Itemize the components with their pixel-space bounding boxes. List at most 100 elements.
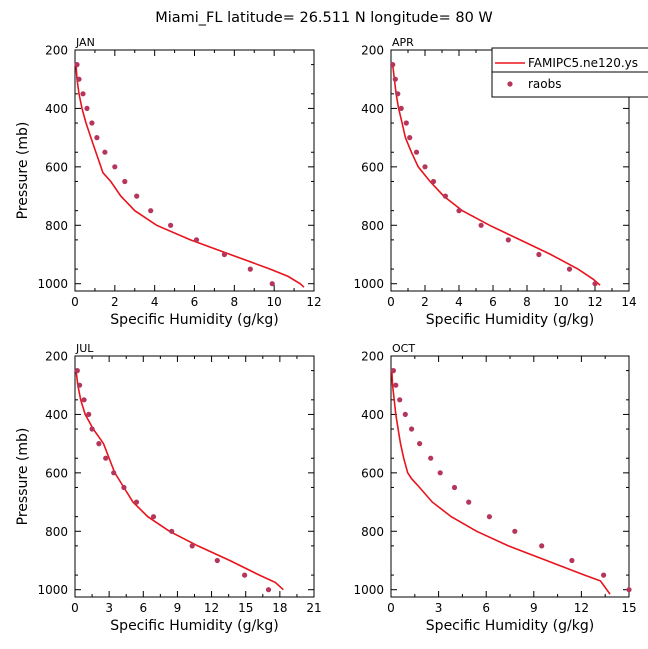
raobs-point (390, 62, 396, 68)
x-tick-label: 21 (306, 601, 321, 615)
figure-title: Miami_FL latitude= 26.511 N longitude= 8… (155, 10, 493, 26)
raobs-point (111, 470, 117, 476)
raobs-point (392, 76, 398, 82)
x-tick-label: 10 (267, 295, 282, 309)
raobs-point (505, 237, 511, 243)
y-tick-label: 600 (361, 466, 384, 480)
model-series-line (391, 370, 611, 595)
x-tick-label: 8 (523, 295, 531, 309)
x-tick-label: 0 (387, 601, 395, 615)
raobs-point (112, 164, 118, 170)
raobs-point (89, 120, 95, 126)
raobs-point (466, 499, 472, 505)
x-tick-label: 12 (587, 295, 602, 309)
x-tick-label: 18 (272, 601, 287, 615)
y-tick-label: 200 (361, 44, 384, 58)
x-tick-label: 15 (238, 601, 253, 615)
model-series-line (75, 370, 284, 591)
panel-label: OCT (392, 342, 415, 355)
x-tick-label: 4 (151, 295, 159, 309)
raobs-point (148, 208, 154, 214)
raobs-point (486, 514, 492, 520)
panel-label: JUL (75, 342, 94, 355)
raobs-point (413, 149, 420, 155)
raobs-point (422, 164, 428, 170)
raobs-point (626, 587, 632, 593)
legend-entry-raobs: raobs (528, 77, 562, 91)
raobs-point (409, 426, 415, 432)
y-axis-label: Pressure (mb) (15, 122, 31, 220)
y-tick-label: 400 (45, 408, 68, 422)
raobs-point (395, 91, 401, 97)
y-tick-label: 1000 (37, 583, 68, 597)
raobs-point (214, 557, 220, 564)
y-tick-label: 1000 (353, 583, 384, 597)
plot-frame (390, 355, 630, 598)
raobs-point (134, 193, 140, 199)
y-tick-label: 800 (45, 219, 68, 233)
raobs-point (133, 499, 140, 505)
x-axis-label: Specific Humidity (g/kg) (426, 618, 594, 634)
raobs-point (76, 76, 82, 82)
raobs-point (428, 455, 434, 461)
y-tick-label: 200 (45, 44, 68, 58)
raobs-point (193, 237, 200, 243)
y-tick-label: 400 (45, 102, 68, 116)
model-series-line (391, 64, 601, 286)
y-tick-label: 800 (361, 219, 384, 233)
raobs-point (536, 251, 542, 258)
x-tick-label: 4 (455, 295, 463, 309)
raobs-point (437, 470, 443, 476)
x-tick-label: 2 (111, 295, 119, 309)
x-tick-label: 8 (231, 295, 239, 309)
x-tick-label: 6 (139, 601, 147, 615)
y-tick-label: 600 (361, 160, 384, 174)
raobs-point (566, 266, 573, 272)
raobs-point (451, 484, 458, 491)
raobs-point (103, 455, 109, 461)
raobs-point (122, 178, 128, 185)
raobs-point (168, 222, 174, 228)
raobs-point (74, 62, 80, 68)
raobs-point (265, 587, 272, 593)
raobs-point (393, 382, 399, 388)
x-tick-label: 2 (421, 295, 429, 309)
raobs-point (539, 543, 545, 549)
raobs-point (569, 557, 575, 564)
x-tick-label: 9 (174, 601, 182, 615)
raobs-point (86, 411, 92, 417)
x-tick-label: 10 (553, 295, 568, 309)
x-tick-label: 6 (489, 295, 497, 309)
raobs-point (403, 120, 409, 126)
x-axis-label: Specific Humidity (g/kg) (110, 312, 278, 328)
raobs-point (189, 543, 195, 549)
x-tick-label: 15 (621, 601, 636, 615)
raobs-point (96, 441, 102, 447)
panel-label: APR (392, 36, 414, 49)
raobs-point (81, 397, 87, 403)
raobs-point (390, 368, 396, 374)
raobs-point (169, 528, 175, 534)
x-tick-label: 14 (621, 295, 636, 309)
plot-frame (74, 49, 315, 292)
raobs-point (442, 193, 448, 199)
raobs-point (102, 149, 108, 155)
raobs-point (456, 208, 462, 214)
raobs-point (397, 397, 403, 403)
y-tick-label: 400 (361, 408, 384, 422)
y-axis-label: Pressure (mb) (15, 428, 31, 526)
y-tick-label: 800 (45, 525, 68, 539)
raobs-point (407, 135, 413, 141)
x-axis-label: Specific Humidity (g/kg) (426, 312, 594, 328)
y-tick-label: 800 (361, 525, 384, 539)
y-tick-label: 1000 (37, 277, 68, 291)
raobs-point (592, 281, 598, 287)
raobs-point (242, 572, 248, 578)
y-tick-label: 600 (45, 466, 68, 480)
y-tick-label: 200 (361, 350, 384, 364)
raobs-point (247, 266, 253, 272)
raobs-point (601, 572, 607, 578)
